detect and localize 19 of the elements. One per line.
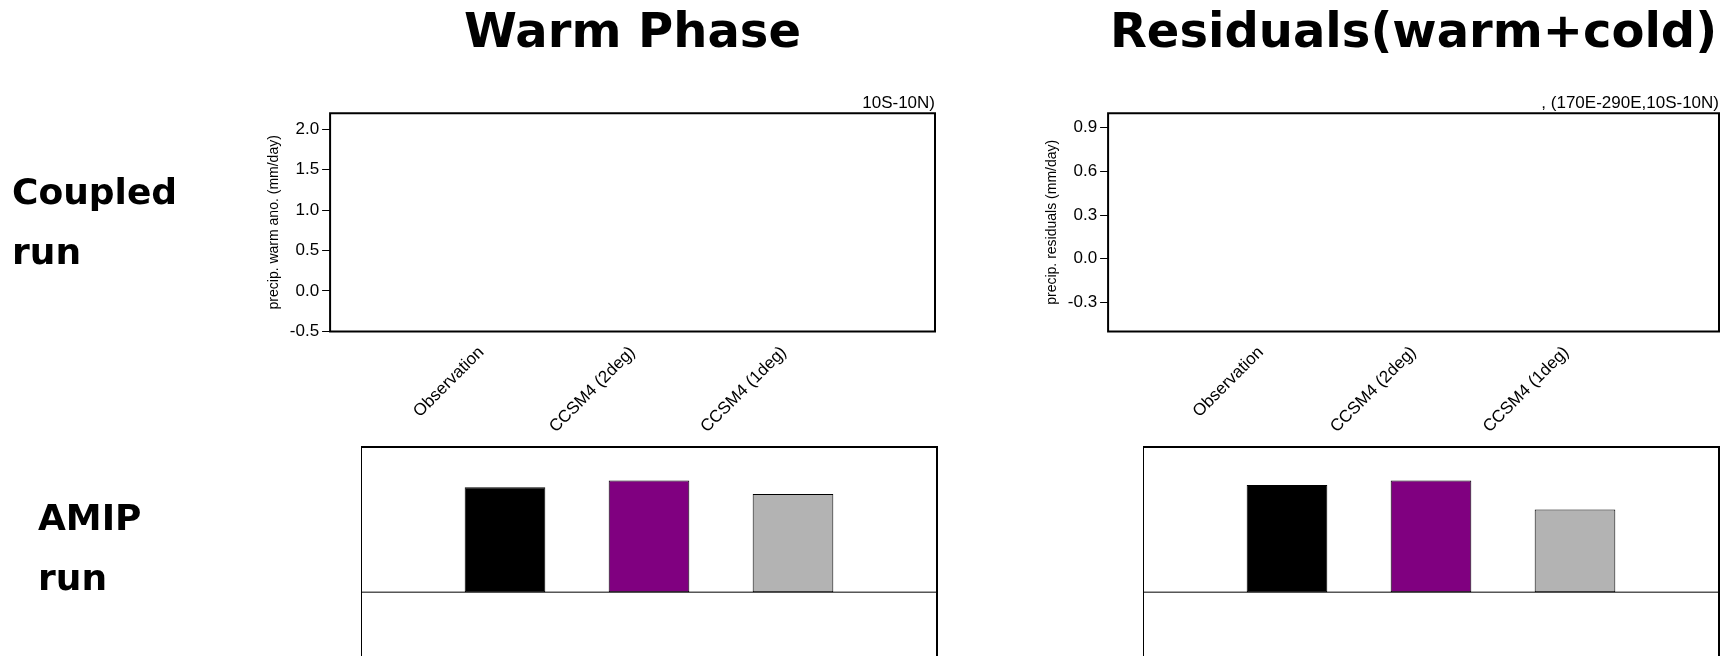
chart-title: Residuals(warm+cold) xyxy=(1109,2,1718,58)
y-tick-label: 0.9 xyxy=(1073,117,1098,137)
y-tick-label: 2.0 xyxy=(295,119,320,139)
y-axis-title: precip. warm ano. (mm/day) xyxy=(265,135,282,310)
y-tick-label: 0.0 xyxy=(295,280,320,300)
y-tick-label: 0.6 xyxy=(1073,161,1098,181)
text: AMIP run xyxy=(38,495,143,600)
y-tick-label: -0.3 xyxy=(1067,292,1098,311)
text: , (170E-290E,10S-10N) xyxy=(1541,93,1719,114)
text: Coupled run xyxy=(12,170,179,275)
y-tick-label: 1.0 xyxy=(295,199,320,219)
y-tick-label: 0.5 xyxy=(295,240,320,260)
y-tick-label: -0.5 xyxy=(289,321,320,341)
text: 10S-10N) xyxy=(862,93,935,114)
y-tick-label: 1.5 xyxy=(295,159,320,179)
y-tick-label: 0.3 xyxy=(1073,204,1098,224)
y-tick-label: 0.0 xyxy=(1073,248,1098,268)
chart-title: Warm Phase xyxy=(464,2,801,58)
y-axis-title: precip. residuals (mm/day) xyxy=(1043,139,1060,305)
